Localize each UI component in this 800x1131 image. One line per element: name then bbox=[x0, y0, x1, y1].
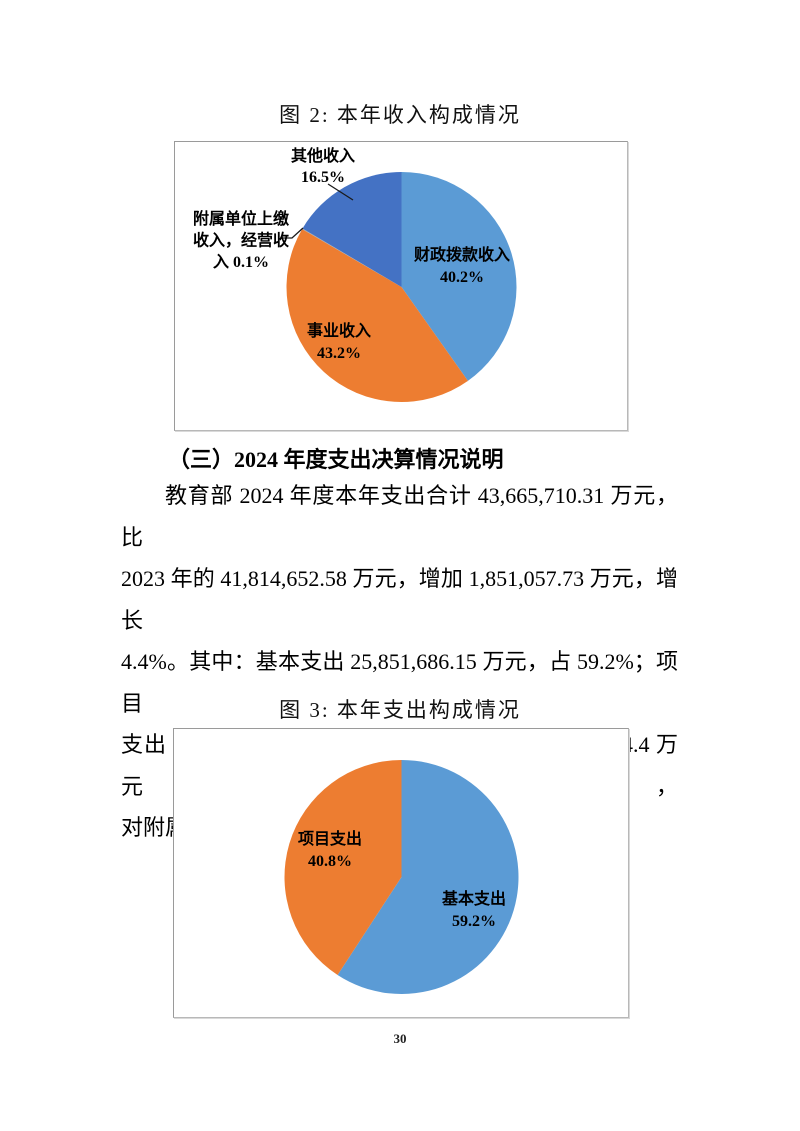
expenditure-pie-chart: 基本支出 59.2% 项目支出 40.8% bbox=[284, 760, 519, 994]
figure2-caption: 图 2: 本年收入构成情况 bbox=[279, 103, 521, 127]
paragraph-line: 2023 年的 41,814,652.58 万元，增加 1,851,057.73… bbox=[121, 566, 678, 633]
section-heading: （三）2024 年度支出决算情况说明 bbox=[168, 447, 504, 472]
pie-slice-0 bbox=[401, 172, 517, 381]
pie-slice-1 bbox=[286, 229, 468, 403]
pie-slice-label: 附属单位上缴收入，经营收入 0.1% bbox=[193, 209, 290, 271]
income-pie-chart-frame: 财政拨款收入 40.2% 事业收入 43.2% 附属单位上缴收入，经营收入 0.1% 其他… bbox=[174, 141, 628, 431]
pie-slice-label: 财政拨款收入 40.2% bbox=[413, 245, 510, 286]
pie-slice-label: 基本支出 59.2% bbox=[441, 889, 506, 930]
pie-slice-3 bbox=[302, 172, 402, 287]
page-number: 30 bbox=[393, 1031, 407, 1046]
pie-slice-label: 项目支出 40.8% bbox=[298, 829, 362, 870]
label-leader-line bbox=[283, 227, 304, 239]
pie-slice-0 bbox=[337, 760, 519, 994]
expenditure-pie-chart-frame: 基本支出 59.2% 项目支出 40.8% bbox=[173, 728, 629, 1018]
label-leader-line bbox=[327, 183, 354, 201]
pie-slice-label: 事业收入 43.2% bbox=[307, 321, 371, 362]
pie-slice-2 bbox=[302, 228, 402, 287]
pie-slice-1 bbox=[284, 760, 402, 975]
figure3-caption: 图 3: 本年支出构成情况 bbox=[279, 698, 521, 722]
pie-slice-label: 其他收入 16.5% bbox=[291, 146, 355, 186]
paragraph-line: 4.4%。其中：基本支出 25,851,686.15 万元，占 59.2%；项目 bbox=[121, 649, 678, 716]
income-pie-chart: 财政拨款收入 40.2% 事业收入 43.2% 附属单位上缴收入，经营收入 0.1%其他… bbox=[193, 146, 517, 403]
paragraph-line: 教育部 2024 年度本年支出合计 43,665,710.31 万元，比 bbox=[121, 483, 678, 550]
